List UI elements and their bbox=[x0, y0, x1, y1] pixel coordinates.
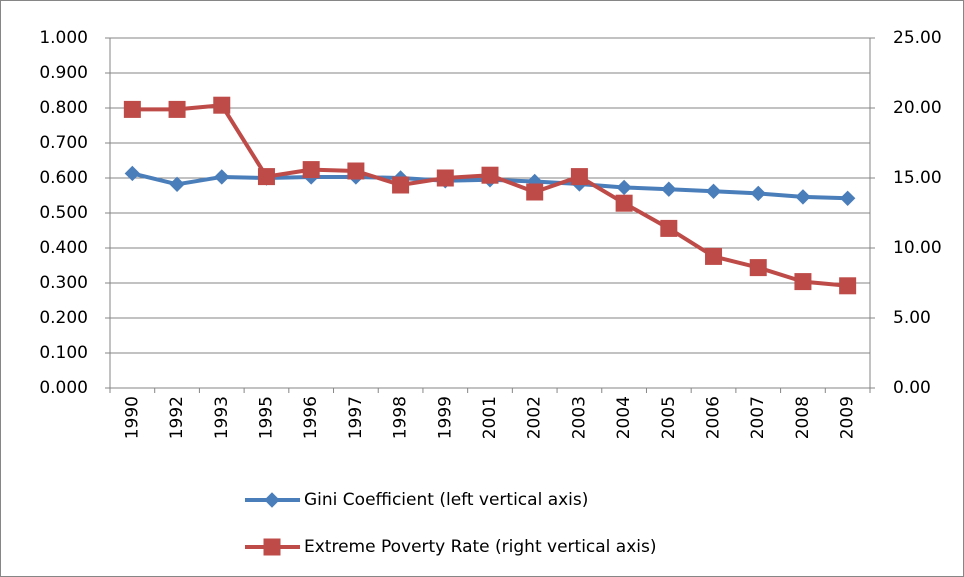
data-point bbox=[794, 273, 812, 291]
x-tick-label: 1992 bbox=[167, 396, 187, 439]
data-point bbox=[347, 162, 365, 180]
data-point bbox=[257, 168, 275, 186]
data-point bbox=[570, 168, 588, 186]
y2-tick-label: 15.00 bbox=[893, 168, 942, 188]
data-point bbox=[705, 247, 723, 265]
data-point bbox=[302, 161, 320, 179]
legend-marker bbox=[263, 538, 281, 556]
data-point bbox=[839, 277, 857, 295]
data-point bbox=[481, 166, 499, 184]
y-tick-label: 0.400 bbox=[39, 238, 88, 258]
data-point bbox=[661, 181, 677, 197]
y-tick-label: 0.900 bbox=[39, 63, 88, 83]
legend-marker bbox=[264, 492, 280, 508]
data-point bbox=[124, 165, 141, 182]
data-point bbox=[169, 176, 185, 193]
x-tick-label: 1990 bbox=[122, 396, 142, 439]
y-tick-label: 0.000 bbox=[39, 378, 88, 398]
x-tick-label: 2007 bbox=[748, 396, 768, 439]
data-point bbox=[705, 183, 722, 200]
data-point bbox=[392, 176, 410, 194]
data-point bbox=[615, 194, 633, 212]
data-point bbox=[436, 169, 454, 187]
y-tick-label: 0.200 bbox=[39, 308, 88, 328]
x-tick-label: 1998 bbox=[391, 396, 411, 439]
data-point bbox=[123, 100, 141, 118]
x-tick-label: 2003 bbox=[569, 396, 589, 439]
data-point bbox=[168, 100, 186, 118]
y-tick-label: 0.300 bbox=[39, 273, 88, 293]
x-tick-label: 1999 bbox=[435, 396, 455, 439]
y-tick-label: 0.800 bbox=[39, 98, 88, 118]
y2-tick-label: 25.00 bbox=[893, 28, 942, 48]
x-tick-label: 1995 bbox=[256, 396, 276, 439]
y2-tick-label: 5.00 bbox=[893, 308, 931, 328]
y2-tick-label: 20.00 bbox=[893, 98, 942, 118]
legend-label: Gini Coefficient (left vertical axis) bbox=[304, 490, 588, 510]
x-tick-label: 1997 bbox=[346, 396, 366, 439]
x-tick-label: 2006 bbox=[704, 396, 724, 439]
x-tick-label: 1993 bbox=[212, 396, 232, 439]
x-tick-label: 2005 bbox=[659, 396, 679, 439]
y2-tick-label: 10.00 bbox=[893, 238, 942, 258]
x-tick-label: 2004 bbox=[614, 396, 634, 439]
data-point bbox=[795, 189, 811, 205]
y-tick-label: 1.000 bbox=[39, 28, 88, 48]
x-tick-label: 2008 bbox=[793, 396, 813, 439]
data-point bbox=[750, 185, 766, 202]
data-point bbox=[213, 96, 231, 114]
y-tick-label: 0.700 bbox=[39, 133, 88, 153]
x-tick-label: 1996 bbox=[301, 396, 321, 439]
data-point bbox=[839, 190, 856, 207]
data-point bbox=[214, 169, 230, 185]
x-tick-label: 2009 bbox=[838, 396, 858, 439]
legend-label: Extreme Poverty Rate (right vertical axi… bbox=[304, 537, 657, 557]
y-tick-label: 0.600 bbox=[39, 168, 88, 188]
x-tick-label: 2002 bbox=[525, 396, 545, 439]
data-point bbox=[616, 179, 632, 196]
y-tick-label: 0.500 bbox=[39, 203, 88, 223]
data-point bbox=[526, 183, 544, 201]
data-point bbox=[660, 219, 678, 237]
y-tick-label: 0.100 bbox=[39, 343, 88, 363]
x-tick-label: 2001 bbox=[480, 396, 500, 439]
data-point bbox=[749, 259, 767, 277]
y2-tick-label: 0.00 bbox=[893, 378, 931, 398]
